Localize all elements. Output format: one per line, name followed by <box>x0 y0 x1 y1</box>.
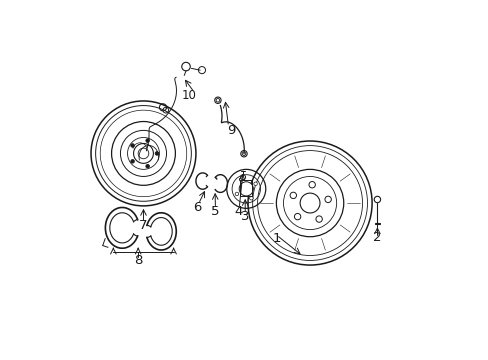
Circle shape <box>308 181 315 188</box>
Circle shape <box>300 193 319 213</box>
Circle shape <box>239 178 243 181</box>
Text: 3: 3 <box>241 210 249 223</box>
Circle shape <box>294 213 300 220</box>
Circle shape <box>325 196 331 203</box>
Circle shape <box>145 165 149 168</box>
Text: 5: 5 <box>211 205 219 218</box>
Circle shape <box>289 192 296 199</box>
Text: 7: 7 <box>139 219 147 232</box>
Text: 2: 2 <box>372 231 381 244</box>
Circle shape <box>131 159 134 163</box>
Circle shape <box>249 197 253 200</box>
Text: 1: 1 <box>272 232 280 245</box>
Circle shape <box>131 144 134 147</box>
Text: 4: 4 <box>233 205 242 218</box>
Circle shape <box>155 152 159 155</box>
Circle shape <box>240 175 245 180</box>
Circle shape <box>239 182 253 196</box>
Text: 8: 8 <box>134 254 142 267</box>
Text: 6: 6 <box>193 201 202 214</box>
Circle shape <box>235 192 238 196</box>
Text: 10: 10 <box>182 89 197 102</box>
Circle shape <box>253 182 257 185</box>
Text: 9: 9 <box>226 124 235 137</box>
Circle shape <box>145 139 149 142</box>
Circle shape <box>315 216 322 222</box>
Circle shape <box>373 196 380 203</box>
